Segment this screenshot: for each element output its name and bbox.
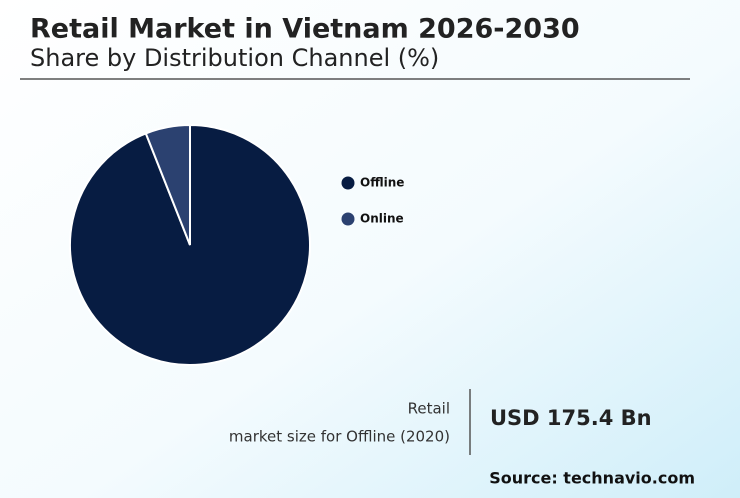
legend-marker [341,212,355,226]
caption-line: Retail [408,400,450,418]
market-value: USD 175.4 Bn [490,406,652,430]
legend-marker [341,176,355,190]
pie-slice [144,123,191,246]
legend-label: Offline [360,176,404,190]
chart-subtitle: Share by Distribution Channel (%) [30,44,439,72]
pie-slice [69,123,311,366]
caption-line: market size for Offline (2020) [229,428,450,446]
legend-label: Online [360,212,404,226]
source: Source: technavio.com [489,469,695,488]
chart-title: Retail Market in Vietnam 2026-2030 [30,14,580,45]
